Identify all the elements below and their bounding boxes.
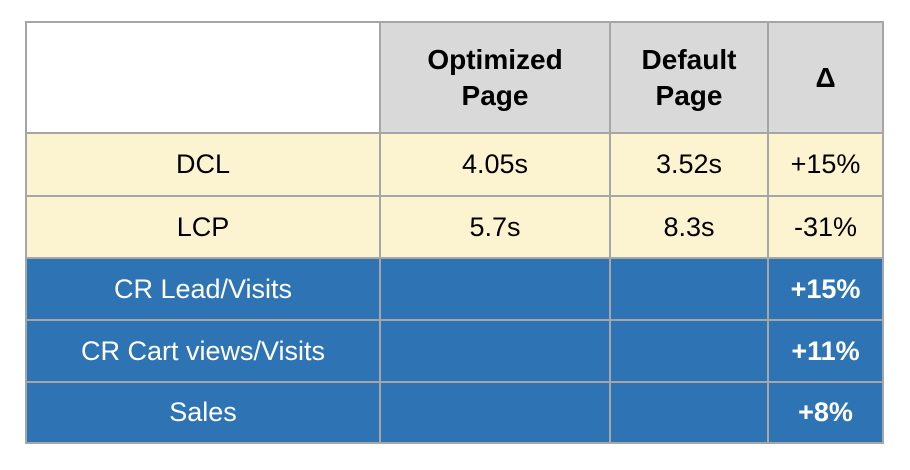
sales-optimized-value [379,381,611,444]
row-label-cr-lead-visits: CR Lead/Visits [25,257,381,321]
dcl-delta-value: +15% [767,132,884,197]
sales-delta-value: +8% [767,381,884,444]
row-label-cr-cart-views-visits: CR Cart views/Visits [25,319,381,383]
table-row-cr-lead-visits: CR Lead/Visits +15% [25,257,884,321]
table-row-sales: Sales +8% [25,381,884,444]
header-cell-delta: Δ [767,21,884,134]
row-label-sales: Sales [25,381,381,444]
sales-default-value [609,381,769,444]
cr-cart-default-value [609,319,769,383]
dcl-default-value: 3.52s [609,132,769,197]
cr-lead-optimized-value [379,257,611,321]
header-cell-empty [25,21,381,134]
cr-lead-default-value [609,257,769,321]
lcp-optimized-value: 5.7s [379,195,611,259]
results-table: Optimized Page Default Page Δ DCL 4.05s … [25,21,884,444]
header-cell-default-page: Default Page [609,21,769,134]
cr-lead-delta-value: +15% [767,257,884,321]
lcp-default-value: 8.3s [609,195,769,259]
row-label-lcp: LCP [25,195,381,259]
row-label-dcl: DCL [25,132,381,197]
dcl-optimized-value: 4.05s [379,132,611,197]
table-row-cr-cart-views-visits: CR Cart views/Visits +11% [25,319,884,383]
table-row-dcl: DCL 4.05s 3.52s +15% [25,132,884,197]
table-row-lcp: LCP 5.7s 8.3s -31% [25,195,884,259]
cr-cart-delta-value: +11% [767,319,884,383]
header-cell-optimized-page: Optimized Page [379,21,611,134]
cr-cart-optimized-value [379,319,611,383]
table-header-row: Optimized Page Default Page Δ [25,21,884,134]
lcp-delta-value: -31% [767,195,884,259]
